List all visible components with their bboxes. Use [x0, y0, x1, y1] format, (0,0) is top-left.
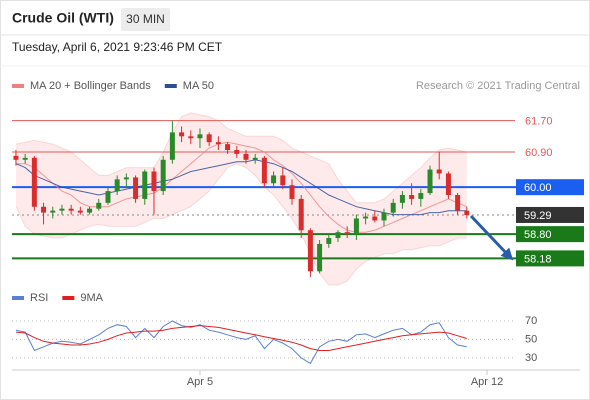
ma-line — [16, 141, 467, 233]
candle-body — [399, 195, 405, 203]
candle-body — [381, 212, 387, 221]
candle-body — [169, 132, 175, 160]
candle-body — [22, 157, 28, 160]
source: Research © 2021 Trading Central — [416, 80, 580, 92]
candle-body — [77, 210, 83, 213]
rsi-line — [15, 320, 467, 365]
candle-body — [50, 210, 56, 213]
candle-body — [289, 185, 295, 199]
y-tick-label: 50 — [525, 333, 537, 345]
legend-swatch — [62, 296, 75, 300]
candle-body — [363, 216, 369, 219]
level-label: 61.70 — [525, 116, 553, 128]
candle-body — [445, 173, 451, 195]
candle-body — [96, 202, 102, 209]
candle-body — [307, 230, 313, 272]
candle-body — [436, 169, 442, 174]
candle-body — [344, 232, 350, 235]
legend-swatch — [12, 296, 24, 300]
candle-body — [59, 208, 65, 211]
candle-body — [13, 155, 19, 160]
candle-body — [151, 171, 157, 192]
candle-body — [41, 206, 47, 213]
level-label: 60.90 — [525, 147, 553, 159]
bollinger-upper — [15, 112, 467, 204]
level-box — [516, 206, 584, 223]
candle-body — [206, 134, 212, 143]
candle-body — [455, 195, 461, 211]
candle-body — [353, 218, 359, 235]
bollinger-lower — [15, 163, 467, 286]
legend-label: MA 50 — [183, 80, 214, 92]
legend-swatch — [12, 84, 24, 88]
candle-body — [317, 243, 323, 272]
y-tick-label: 70 — [525, 315, 537, 327]
rsi-line — [15, 325, 467, 351]
candle-body — [418, 193, 424, 199]
candle-body — [142, 171, 148, 199]
ma-line — [15, 159, 467, 216]
legend-swatch — [164, 84, 177, 88]
interval-label[interactable]: 30 MIN — [126, 12, 165, 26]
level-label: 58.18 — [524, 253, 552, 265]
candle-body — [409, 195, 415, 199]
forecast-arrow — [469, 214, 514, 261]
candle-body — [68, 208, 74, 211]
bollinger-fill — [16, 112, 467, 285]
candle-body — [197, 134, 203, 139]
y-tick-label: 30 — [525, 352, 537, 364]
candle-body — [215, 142, 221, 145]
candle-body — [243, 153, 249, 160]
level-label: 60.00 — [524, 182, 552, 194]
candle-body — [160, 159, 166, 192]
level-box — [516, 250, 584, 267]
candle-body — [179, 132, 185, 137]
chart-title: Crude Oil (WTI) — [12, 10, 114, 26]
candle-body — [133, 177, 139, 199]
legend-label: 9MA — [80, 292, 103, 304]
level-label: 58.80 — [524, 229, 552, 241]
candle-body — [390, 202, 396, 213]
candle-body — [87, 208, 93, 213]
candle-body — [335, 232, 341, 239]
candle-body — [123, 177, 129, 180]
candle-body — [280, 175, 286, 186]
candle-body — [234, 150, 240, 154]
candle-body — [271, 175, 277, 184]
legend-label: MA 20 + Bollinger Bands — [30, 80, 151, 92]
level-box — [516, 226, 584, 243]
candle-body — [105, 191, 111, 203]
interval-button[interactable] — [121, 8, 170, 31]
candle-body — [427, 169, 433, 194]
candle-body — [464, 210, 470, 215]
chart-subtitle: Tuesday, April 6, 2021 9:23:46 PM CET — [12, 40, 223, 54]
level-label: 59.29 — [524, 210, 552, 222]
candle-body — [31, 157, 37, 207]
candle-body — [261, 157, 267, 184]
candle-body — [252, 157, 258, 160]
candle-body — [326, 238, 332, 244]
candle-body — [188, 136, 194, 139]
x-tick-label: Apr 12 — [471, 376, 503, 388]
level-box — [516, 179, 584, 196]
x-tick-label: Apr 5 — [187, 376, 213, 388]
legend-label: RSI — [30, 292, 48, 304]
candle-body — [372, 216, 378, 221]
candle-body — [225, 144, 231, 150]
candle-body — [114, 179, 120, 192]
candle-body — [298, 198, 304, 231]
